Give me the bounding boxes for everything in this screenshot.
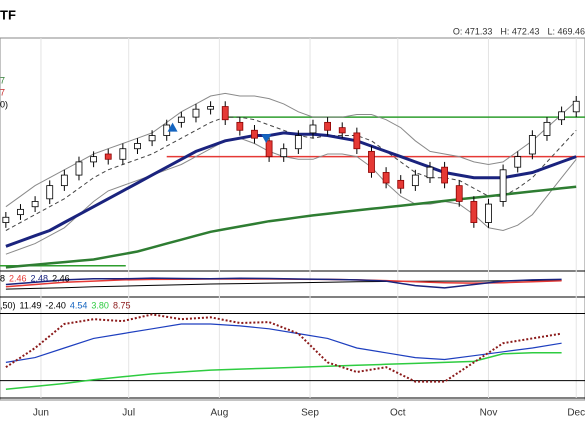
panel-label: 2.46 bbox=[9, 273, 27, 283]
panel-label: 3.80 bbox=[91, 300, 109, 310]
candle-body bbox=[426, 166, 434, 179]
candle-body bbox=[441, 166, 449, 184]
panel-label: 11.49 bbox=[20, 300, 42, 310]
panel-label: 2.48 bbox=[31, 273, 49, 283]
candle-body bbox=[134, 143, 141, 150]
candle-body bbox=[411, 174, 419, 187]
candle-body bbox=[309, 124, 317, 134]
candle-body bbox=[177, 116, 185, 123]
ohlc-label: H: 472.43 bbox=[500, 26, 539, 36]
candle-body bbox=[543, 121, 551, 136]
candle-body bbox=[221, 106, 229, 121]
candle-body bbox=[528, 135, 536, 155]
x-tick-label: Jun bbox=[33, 408, 49, 419]
candle-body bbox=[572, 100, 580, 113]
candle-body bbox=[148, 135, 156, 142]
x-tick-label: Dec bbox=[567, 408, 585, 419]
candle-body bbox=[90, 156, 97, 163]
ohlc-label: L: 469.46 bbox=[547, 26, 585, 36]
candle-body bbox=[60, 174, 68, 187]
candle-body bbox=[353, 132, 361, 150]
candle-body bbox=[31, 201, 39, 208]
candle-body bbox=[382, 172, 390, 184]
candle-body bbox=[368, 150, 375, 173]
signal-marker bbox=[261, 134, 272, 144]
candle-body bbox=[294, 135, 302, 150]
candle-body bbox=[17, 208, 24, 216]
indicator-line bbox=[5, 277, 562, 289]
panel-label: 8.75 bbox=[113, 300, 131, 310]
candle-body bbox=[251, 129, 258, 139]
indicator-line bbox=[5, 323, 562, 363]
indicator-line bbox=[5, 279, 562, 290]
candle-body bbox=[470, 201, 478, 223]
signal-marker bbox=[167, 122, 178, 132]
panel-label: 4.54 bbox=[70, 300, 88, 310]
panel-label: -2.40 bbox=[45, 300, 66, 310]
candle-body bbox=[558, 111, 565, 121]
candle-body bbox=[455, 185, 463, 202]
chart-title: TF bbox=[0, 7, 16, 22]
candle-body bbox=[514, 156, 522, 168]
indicator-line bbox=[5, 352, 562, 391]
x-tick-label: Nov bbox=[480, 408, 498, 419]
candle-body bbox=[397, 179, 405, 189]
candle-body bbox=[2, 216, 10, 223]
x-tick-label: Oct bbox=[390, 408, 406, 419]
candle-body bbox=[485, 203, 492, 223]
plot-frame bbox=[0, 37, 585, 401]
candle-body bbox=[280, 148, 288, 158]
candle-body bbox=[46, 185, 54, 200]
x-tick-label: Aug bbox=[210, 408, 228, 419]
legend-entry: 7 bbox=[0, 75, 5, 85]
candle-body bbox=[75, 161, 83, 176]
legend-entry: 0) bbox=[0, 99, 8, 109]
indicator-line bbox=[5, 185, 577, 269]
x-tick-label: Jul bbox=[122, 408, 135, 419]
candle-body bbox=[499, 169, 507, 202]
indicator-line bbox=[5, 131, 577, 248]
candle-body bbox=[324, 121, 332, 131]
indicator-line bbox=[5, 137, 577, 255]
panel-label: 8 bbox=[0, 273, 5, 283]
indicator-line bbox=[5, 92, 577, 208]
candle-body bbox=[338, 127, 346, 134]
ohlc-label: O: 471.33 bbox=[453, 26, 493, 36]
candle-body bbox=[104, 153, 112, 160]
candle-body bbox=[265, 140, 273, 158]
candle-body bbox=[207, 106, 215, 110]
candle-body bbox=[236, 121, 244, 131]
panel-label: 2.46 bbox=[52, 273, 70, 283]
candle-body bbox=[192, 108, 200, 118]
legend-entry: 7 bbox=[0, 87, 5, 97]
panel-label: ,50) bbox=[0, 300, 16, 310]
x-tick-label: Sep bbox=[301, 408, 319, 419]
candle-body bbox=[119, 148, 127, 160]
